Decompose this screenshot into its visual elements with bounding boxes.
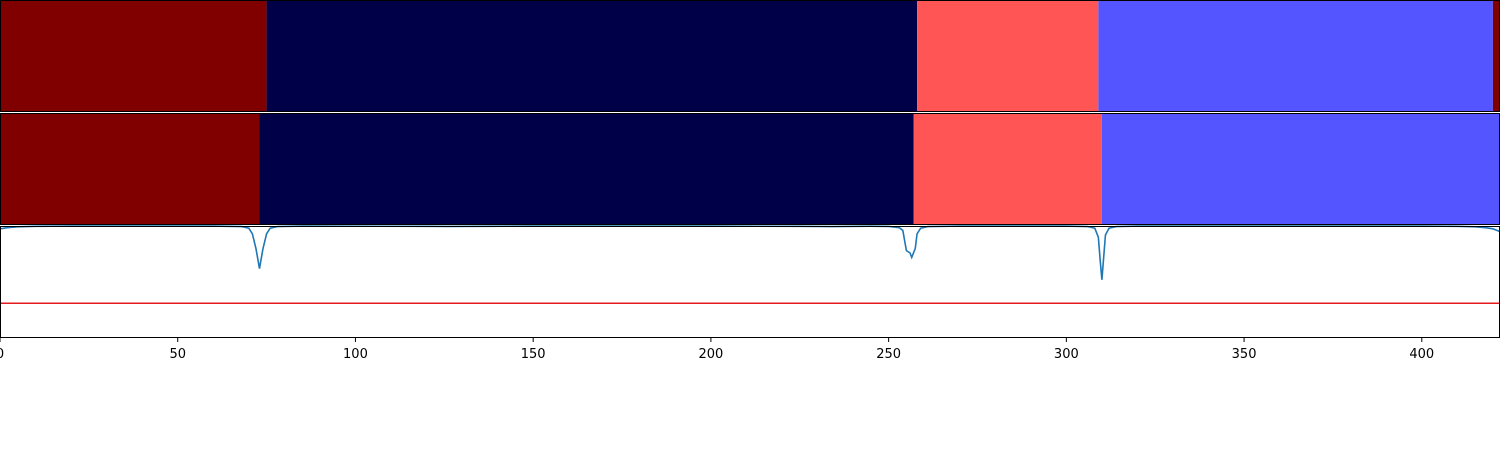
panel-frame — [0, 226, 1500, 338]
x-tick-label: 350 — [1232, 347, 1257, 362]
x-tick-label: 200 — [698, 347, 723, 362]
heatmap-segment — [0, 0, 267, 112]
x-tick-label: 400 — [1409, 347, 1434, 362]
x-tick-label: 300 — [1054, 347, 1079, 362]
x-tick-label: 250 — [876, 347, 901, 362]
series-line-probability — [0, 225, 1500, 280]
heatmap-segment — [913, 113, 1102, 225]
heatmap-segment — [266, 0, 918, 112]
heatmap-segment — [0, 113, 260, 225]
x-tick-label: 50 — [169, 347, 186, 362]
heatmap-segment — [1101, 113, 1500, 225]
heatmap-panel-top — [0, 0, 1500, 112]
x-tick-label: 150 — [521, 347, 546, 362]
line-plot-panel: 0 50 100 150 200 250 300 350 400 — [0, 225, 1500, 362]
heatmap-panel-middle — [0, 113, 1500, 225]
x-tick-label: 100 — [343, 347, 368, 362]
heatmap-segment — [1098, 0, 1493, 112]
heatmap-segment — [917, 0, 1099, 112]
heatmap-segment — [259, 113, 914, 225]
heatmap-segment — [1492, 0, 1500, 112]
x-tick-label: 0 — [0, 347, 4, 362]
